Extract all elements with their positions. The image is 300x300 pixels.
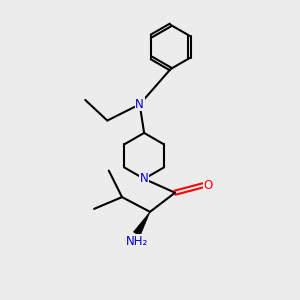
Polygon shape: [134, 212, 150, 236]
Text: N: N: [140, 172, 148, 185]
Text: N: N: [135, 98, 144, 111]
Text: O: O: [204, 179, 213, 192]
Text: NH₂: NH₂: [126, 235, 148, 248]
